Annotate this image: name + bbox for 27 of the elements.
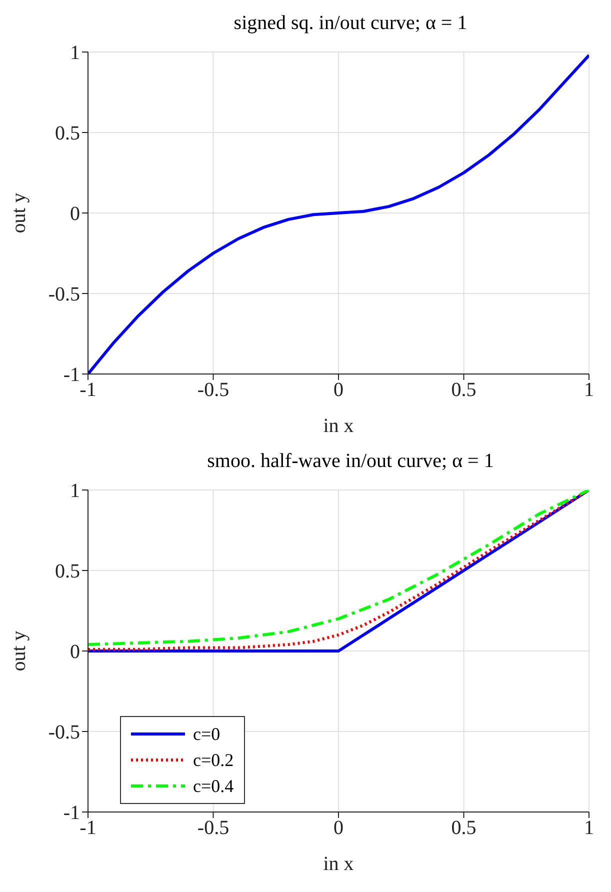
y-tick-label: -0.5: [48, 284, 80, 306]
y-tick-label: 0.5: [55, 560, 80, 583]
x-tick-label: 1: [584, 379, 594, 402]
legend-label: c=0.4: [193, 776, 234, 796]
x-tick-label: 0: [334, 379, 344, 402]
y-tick-label: 1: [70, 480, 80, 502]
x-tick-label: 0: [334, 817, 344, 840]
x-axis-title: in x: [323, 415, 354, 437]
y-axis-title: out y: [8, 630, 30, 672]
x-tick-label: 0.5: [451, 817, 476, 840]
legend-label: c=0: [193, 724, 220, 744]
y-axis-title: out y: [8, 192, 30, 234]
x-tick-label: 1: [584, 817, 594, 840]
y-tick-label: 0.5: [55, 122, 80, 145]
chart-title: signed sq. in/out curve; α = 1: [232, 11, 468, 36]
chart-title: smoo. half-wave in/out curve; α = 1: [206, 449, 495, 474]
y-tick-label: 1: [70, 42, 80, 64]
y-tick-label: 0: [70, 203, 80, 226]
y-tick-label: -1: [63, 802, 80, 824]
y-tick-label: -1: [63, 364, 80, 386]
x-tick-label: -0.5: [197, 817, 230, 840]
x-axis-title: in x: [323, 853, 354, 875]
x-tick-label: 0.5: [451, 379, 476, 402]
y-tick-label: -0.5: [48, 722, 80, 744]
x-tick-label: -0.5: [197, 379, 230, 402]
legend-label: c=0.2: [193, 750, 234, 770]
y-tick-label: 0: [70, 641, 80, 664]
